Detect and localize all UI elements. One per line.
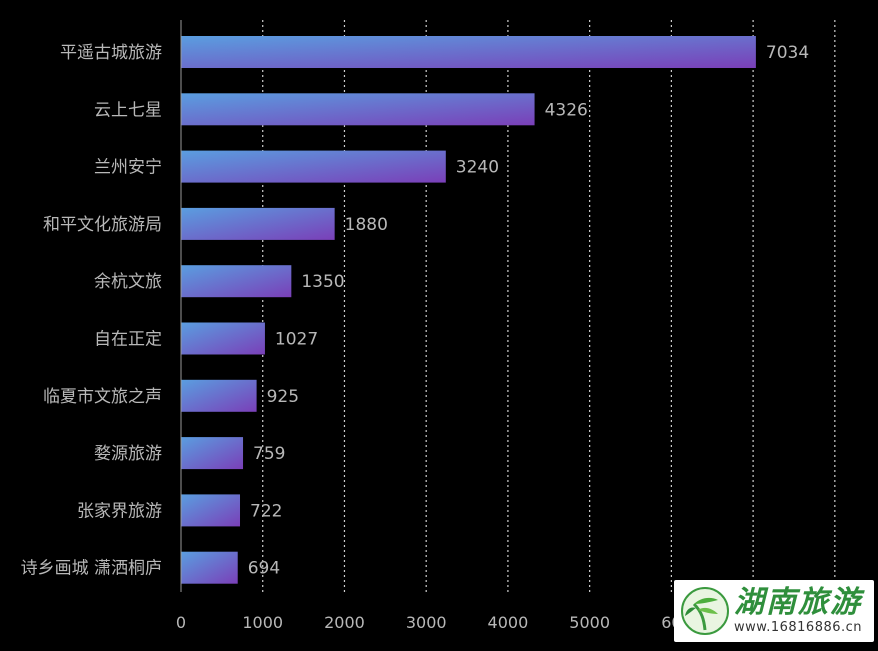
category-label-0: 平遥古城旅游 xyxy=(60,43,162,63)
category-label-7: 婺源旅游 xyxy=(94,444,162,464)
x-tick-label-2: 2000 xyxy=(324,613,365,632)
category-label-2: 兰州安宁 xyxy=(94,158,162,178)
value-label-8: 722 xyxy=(250,501,282,521)
x-tick-label-0: 0 xyxy=(176,613,186,632)
category-label-6: 临夏市文旅之声 xyxy=(43,387,162,407)
watermark-url: www.16816886.cn xyxy=(734,620,863,635)
category-label-3: 和平文化旅游局 xyxy=(43,215,162,235)
x-tick-label-4: 4000 xyxy=(488,613,529,632)
bar-8 xyxy=(181,494,241,527)
value-label-6: 925 xyxy=(267,387,299,407)
value-labels: 7034 4326 3240 1880 1350 1027 925 759 722 694 xyxy=(248,43,809,579)
bar-2 xyxy=(181,150,446,183)
palm-leaf-logo-icon xyxy=(681,587,729,635)
value-label-4: 1350 xyxy=(301,272,344,292)
category-label-4: 余杭文旅 xyxy=(94,272,162,292)
bar-9 xyxy=(181,551,238,584)
value-label-2: 3240 xyxy=(456,158,499,178)
category-labels: 平遥古城旅游云上七星兰州安宁和平文化旅游局余杭文旅自在正定临夏市文旅之声婺源旅游… xyxy=(21,43,162,579)
bar-5 xyxy=(181,322,265,355)
category-label-1: 云上七星 xyxy=(94,100,162,120)
watermark-name: 湖南旅游 xyxy=(734,585,862,620)
category-label-8: 张家界旅游 xyxy=(77,501,162,521)
value-label-3: 1880 xyxy=(345,215,388,235)
x-tick-label-3: 3000 xyxy=(406,613,447,632)
bar-0 xyxy=(181,36,756,68)
x-tick-label-5: 5000 xyxy=(569,613,610,632)
value-label-5: 1027 xyxy=(275,330,318,350)
value-label-1: 4326 xyxy=(545,100,588,120)
bars xyxy=(181,36,756,584)
category-label-5: 自在正定 xyxy=(94,330,162,350)
bar-3 xyxy=(181,207,335,240)
bar-7 xyxy=(181,437,244,470)
category-label-9: 诗乡画城 潇洒桐庐 xyxy=(21,559,162,579)
value-label-0: 7034 xyxy=(766,43,809,63)
x-axis-ticks: 0 1000 2000 3000 4000 5000 60 xyxy=(176,613,682,632)
bar-4 xyxy=(181,265,292,298)
bar-6 xyxy=(181,379,257,412)
watermark: 湖南旅游 www.16816886.cn xyxy=(674,580,874,642)
bar-1 xyxy=(181,93,535,126)
value-label-7: 759 xyxy=(253,444,285,464)
value-label-9: 694 xyxy=(248,559,280,579)
x-tick-label-1: 1000 xyxy=(242,613,283,632)
